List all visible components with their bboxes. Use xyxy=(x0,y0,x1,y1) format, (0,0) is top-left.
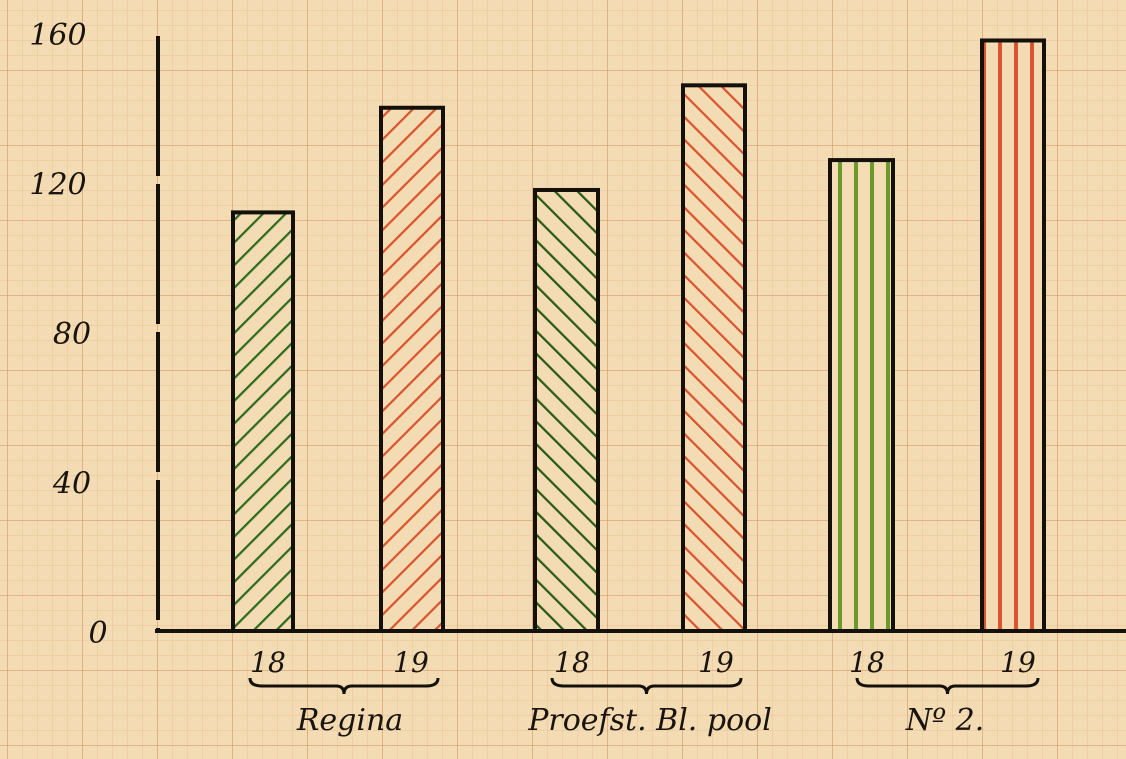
bar-fill xyxy=(533,187,600,633)
x-tick-label: 18 xyxy=(250,646,286,679)
y-tick-label: 80 xyxy=(53,317,91,352)
group-label: Proefst. Bl. pool xyxy=(527,703,772,738)
bars xyxy=(231,38,1046,634)
bar-fill xyxy=(379,105,445,633)
x-tick-label: 18 xyxy=(554,646,590,679)
x-tick-labels: 18 19 18 19 18 19 xyxy=(250,646,1036,679)
bar-fill xyxy=(828,158,895,633)
y-tick-label: 120 xyxy=(29,168,86,203)
y-tick-labels: 0 40 80 120 160 xyxy=(29,18,107,651)
group-label: Regina xyxy=(296,703,403,738)
group-brace xyxy=(248,677,440,695)
y-tick-label: 0 xyxy=(88,616,107,651)
x-tick-label: 19 xyxy=(698,646,734,679)
group-labels: Regina Proefst. Bl. pool Nº 2. xyxy=(248,677,1040,738)
y-tick-label: 40 xyxy=(52,467,91,502)
bar-fill xyxy=(231,210,295,633)
bar-fill xyxy=(681,83,747,633)
group-brace xyxy=(550,677,743,695)
x-tick-label: 18 xyxy=(849,646,885,679)
y-tick-label: 160 xyxy=(29,18,86,53)
bar-fill xyxy=(980,38,1046,634)
x-tick-label: 19 xyxy=(393,646,429,679)
x-tick-label: 19 xyxy=(1000,646,1036,679)
group-brace xyxy=(855,677,1040,695)
group-label: Nº 2. xyxy=(905,703,985,738)
